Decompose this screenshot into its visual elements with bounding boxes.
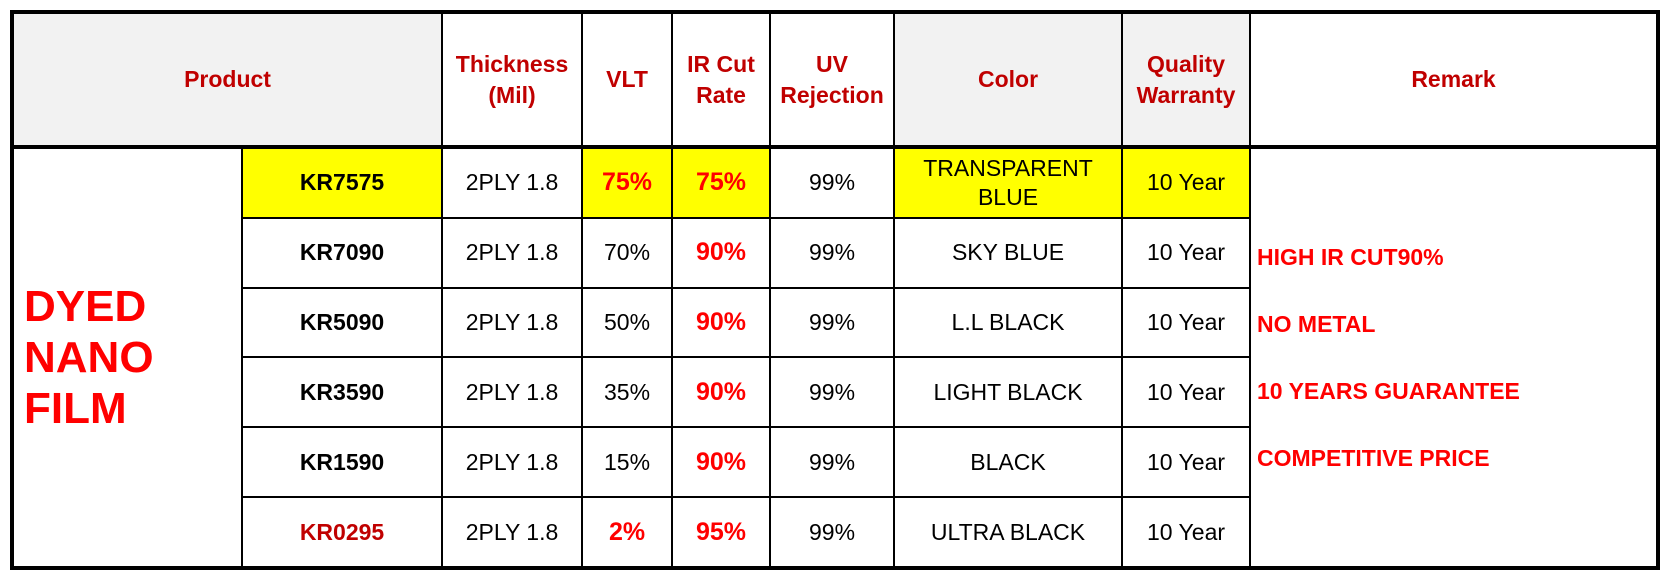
uv-cell: 99% — [769, 145, 896, 219]
remark-line: COMPETITIVE PRICE — [1257, 444, 1490, 471]
uv-cell: 99% — [769, 286, 896, 359]
header-color: Color — [893, 11, 1124, 148]
remarks-cell: HIGH IR CUT90% NO METAL 10 YEARS GUARANT… — [1249, 145, 1660, 569]
remark-line: 10 YEARS GUARANTEE — [1257, 377, 1520, 404]
ir-cut-cell: 90% — [671, 356, 772, 429]
vlt-cell: 35% — [581, 356, 674, 429]
header-remark: Remark — [1249, 11, 1660, 148]
product-code: KR7090 — [240, 216, 444, 289]
ir-cut-cell: 75% — [671, 145, 772, 219]
vlt-cell: 2% — [581, 496, 674, 569]
color-cell: LIGHT BLACK — [893, 356, 1124, 429]
thickness-cell: 2PLY 1.8 — [441, 216, 584, 289]
product-code: KR7575 — [240, 145, 444, 219]
color-cell: SKY BLUE — [893, 216, 1124, 289]
product-code: KR1590 — [240, 426, 444, 499]
ir-cut-cell: 90% — [671, 216, 772, 289]
thickness-cell: 2PLY 1.8 — [441, 356, 584, 429]
thickness-cell: 2PLY 1.8 — [441, 426, 584, 499]
thickness-cell: 2PLY 1.8 — [441, 286, 584, 359]
warranty-cell: 10 Year — [1121, 145, 1252, 219]
remark-line: HIGH IR CUT90% — [1257, 243, 1444, 270]
uv-cell: 99% — [769, 216, 896, 289]
header-row: Product Thickness (Mil) VLT IR Cut Rate UV… — [10, 11, 1660, 148]
header-quality-warranty: Quality Warranty — [1121, 11, 1252, 148]
table-row: KR5090 2PLY 1.8 50% 90% 99% L.L BLACK 10… — [12, 286, 1658, 359]
vlt-cell: 75% — [581, 145, 674, 219]
product-spec-table: Product Thickness (Mil) VLT IR Cut Rate UV… — [10, 10, 1661, 570]
ir-cut-cell: 95% — [671, 496, 772, 569]
uv-cell: 99% — [769, 356, 896, 429]
vlt-cell: 15% — [581, 426, 674, 499]
warranty-cell: 10 Year — [1121, 426, 1252, 499]
product-code: KR5090 — [240, 286, 444, 359]
warranty-cell: 10 Year — [1121, 496, 1252, 569]
table-row: DYED NANO FILM KR7575 2PLY 1.8 75% 75% 99%… — [11, 145, 1660, 569]
thickness-cell: 2PLY 1.8 — [441, 496, 584, 569]
color-cell: L.L BLACK — [893, 286, 1124, 359]
header-ir-cut-rate: IR Cut Rate — [671, 11, 772, 148]
vlt-cell: 50% — [581, 286, 674, 359]
product-code: KR0295 — [240, 496, 444, 569]
color-cell: TRANSPARENT BLUE — [893, 145, 1124, 219]
table-row: KR7090 2PLY 1.8 70% 90% 99% SKY BLUE 10 … — [12, 216, 1658, 289]
table-row: KR3590 2PLY 1.8 35% 90% 99% LIGHT BLACK … — [12, 356, 1658, 429]
product-group-label: DYED NANO FILM — [11, 145, 243, 569]
color-cell: ULTRA BLACK — [893, 496, 1124, 569]
warranty-cell: 10 Year — [1121, 286, 1252, 359]
remark-line: NO METAL — [1257, 310, 1376, 337]
table-row: KR0295 2PLY 1.8 2% 95% 99% ULTRA BLACK 1… — [12, 496, 1658, 569]
warranty-cell: 10 Year — [1121, 216, 1252, 289]
warranty-cell: 10 Year — [1121, 356, 1252, 429]
ir-cut-cell: 90% — [671, 426, 772, 499]
table-row: KR1590 2PLY 1.8 15% 90% 99% BLACK 10 Yea… — [12, 426, 1658, 499]
header-product: Product — [10, 11, 444, 148]
header-uv-rejection: UV Rejection — [769, 11, 896, 148]
product-code: KR3590 — [240, 356, 444, 429]
uv-cell: 99% — [769, 496, 896, 569]
uv-cell: 99% — [769, 426, 896, 499]
header-vlt: VLT — [581, 11, 674, 148]
ir-cut-cell: 90% — [671, 286, 772, 359]
header-thickness: Thickness (Mil) — [441, 11, 584, 148]
color-cell: BLACK — [893, 426, 1124, 499]
vlt-cell: 70% — [581, 216, 674, 289]
thickness-cell: 2PLY 1.8 — [441, 145, 584, 219]
